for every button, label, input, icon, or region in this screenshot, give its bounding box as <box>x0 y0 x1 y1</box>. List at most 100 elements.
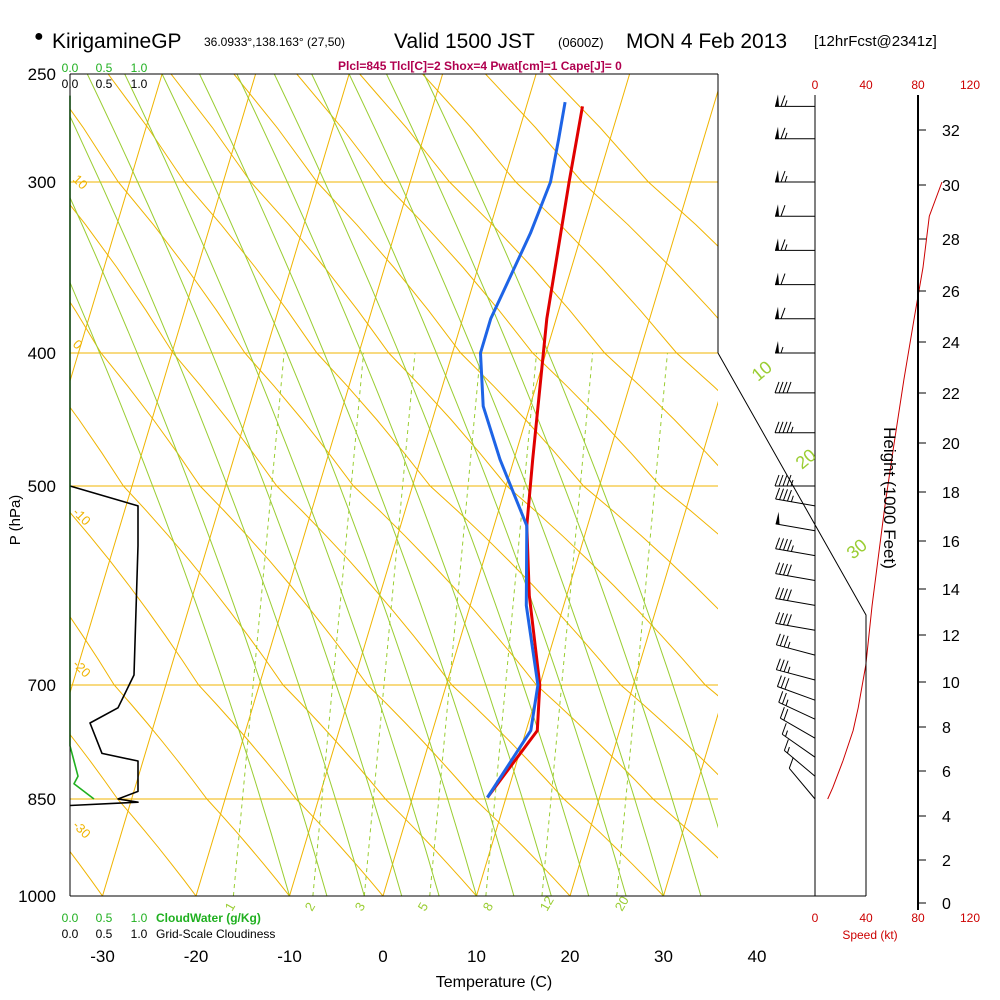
isotherm-line <box>195 74 444 896</box>
height-tick-label: 4 <box>942 809 951 826</box>
temperature-tick-label: 20 <box>561 947 580 966</box>
temperature-tick-label: -20 <box>184 947 209 966</box>
moist-adiabat <box>386 74 702 896</box>
wind-barb-staff <box>775 548 816 557</box>
wind-barb-full <box>779 488 785 500</box>
wind-barb-full <box>776 675 782 687</box>
moist-adiabat <box>273 74 590 896</box>
cloudwater-label: CloudWater (g/Kg) <box>156 911 261 925</box>
speed-tick-top: 0 <box>812 78 819 92</box>
pressure-label: 1000 <box>18 887 56 906</box>
moist-adiabat <box>311 74 627 896</box>
cloudiness-label: Grid-Scale Cloudiness <box>156 927 275 941</box>
isotherm-line <box>289 74 537 896</box>
wind-barb-full <box>775 658 781 670</box>
wind-barb-full <box>783 739 789 751</box>
valid-time-utc: (0600Z) <box>558 35 604 50</box>
wind-barb-half <box>790 495 794 502</box>
wind-barb <box>774 474 815 487</box>
background-grid <box>0 74 718 896</box>
wind-barb-full <box>774 381 780 394</box>
wind-barb-half <box>784 100 788 107</box>
wind-barb <box>778 691 816 720</box>
wind-barb <box>775 658 816 681</box>
mixing-ratio-label: 2 <box>302 900 319 914</box>
wind-barb-half <box>780 346 784 354</box>
moist-adiabat <box>199 74 515 896</box>
wind-barb-full <box>783 563 788 576</box>
moist-adiabat-label: 20 <box>792 445 820 473</box>
dry-adiabat <box>70 108 718 859</box>
wind-barb-half <box>785 699 789 706</box>
dry-adiabat <box>70 406 477 896</box>
dry-adiabat-label: -20 <box>70 657 94 681</box>
height-tick-label: 30 <box>942 178 960 195</box>
wind-barb <box>788 757 816 800</box>
wind-barb <box>775 94 815 107</box>
wind-barb-full <box>784 678 790 690</box>
wind-barb-full <box>775 612 781 624</box>
dry-adiabat <box>170 74 718 697</box>
wind-barb-full <box>779 659 785 671</box>
wind-barb-half <box>786 746 790 754</box>
wind-barb-full <box>783 538 788 551</box>
wind-barb-full <box>782 421 788 433</box>
mixing-ratio-line <box>363 352 416 896</box>
wind-barb <box>775 562 816 582</box>
valid-date: MON 4 Feb 2013 <box>626 30 788 53</box>
wind-barb-staff <box>775 573 816 582</box>
wind-barb-full <box>775 537 781 549</box>
wind-barb-full <box>786 489 792 502</box>
wind-barb-full <box>782 474 788 487</box>
cloudiness-tick-top: 1.0 <box>131 77 148 91</box>
cloudwater-tick-bottom: 0.5 <box>96 911 113 925</box>
isotherm-line <box>70 74 257 695</box>
mixing-ratio-line <box>429 352 481 896</box>
wind-barb-staff <box>775 622 816 631</box>
wind-barb-full <box>782 381 788 394</box>
dry-adiabat-label: -30 <box>70 818 94 842</box>
wind-barb-full <box>786 474 792 487</box>
cloudiness-tick-top: 0.0 <box>62 77 79 91</box>
wind-speed-line <box>827 181 943 800</box>
height-tick-label: 10 <box>942 675 960 692</box>
wind-barb-full <box>778 381 784 394</box>
speed-axis-label: Speed (kt) <box>842 928 897 942</box>
height-tick-label: 18 <box>942 485 960 502</box>
height-tick-label: 16 <box>942 534 960 551</box>
wind-barb-half <box>790 545 794 552</box>
wind-barb-full <box>778 691 784 703</box>
wind-barb-full <box>779 563 785 575</box>
wind-barb-full <box>774 421 780 433</box>
wind-barb <box>775 612 816 631</box>
moist-adiabat <box>70 196 328 896</box>
dry-adiabat <box>70 511 384 896</box>
wind-barb-pennant <box>775 306 779 319</box>
forecast-info: [12hrFcst@2341z] <box>814 33 937 50</box>
moist-adiabat <box>348 74 664 896</box>
wind-barb-staff <box>780 717 816 739</box>
height-tick-label: 22 <box>942 386 960 403</box>
x-axis-title: Temperature (C) <box>436 974 552 991</box>
pressure-label: 300 <box>28 173 56 192</box>
isotherm-line <box>70 74 163 383</box>
temperature-tick-label: -10 <box>277 947 302 966</box>
moist-adiabat <box>70 115 365 896</box>
wind-barb-full <box>781 723 787 735</box>
speed-tick-bottom: 0 <box>812 911 819 925</box>
speed-tick-top: 40 <box>859 78 873 92</box>
wind-barb-full <box>788 757 794 769</box>
wind-barb-full <box>780 307 786 319</box>
dry-adiabat <box>0 74 9 896</box>
wind-barb-pennant <box>775 272 779 285</box>
valid-time: Valid 1500 JST <box>394 30 535 53</box>
wind-barb <box>775 204 815 217</box>
y-axis-title: P (hPa) <box>7 495 24 546</box>
mixing-ratio-line <box>616 352 668 896</box>
wind-barb-pennant <box>775 204 779 217</box>
wind-barb-full <box>778 474 784 487</box>
wind-barb-full <box>783 635 789 648</box>
dry-adiabat <box>233 74 718 610</box>
wind-barb-full <box>775 633 781 645</box>
